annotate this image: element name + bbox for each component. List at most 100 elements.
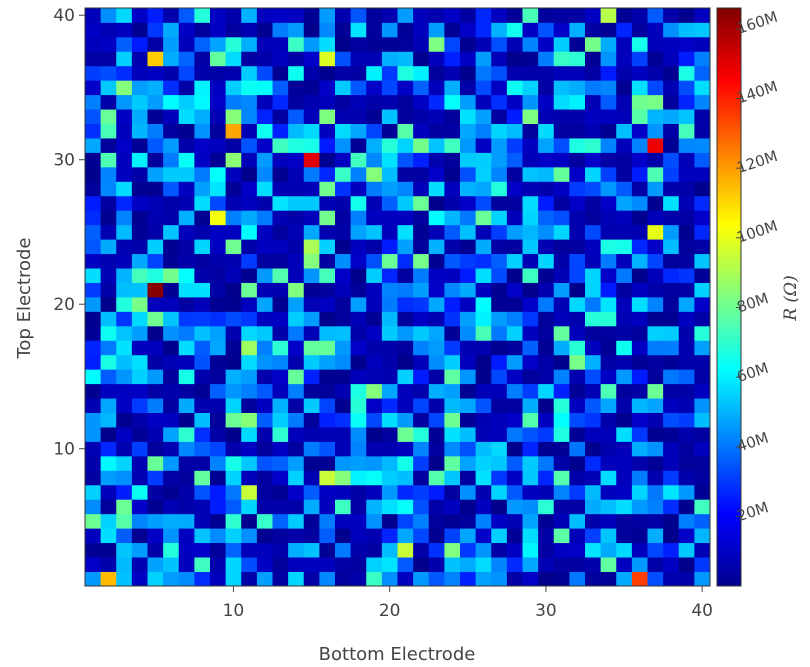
heatmap-cell xyxy=(491,268,508,283)
heatmap-cell xyxy=(366,181,383,197)
heatmap-cell xyxy=(506,224,523,240)
heatmap-cell xyxy=(616,239,633,255)
heatmap-cell xyxy=(600,542,617,558)
heatmap-cell xyxy=(366,51,383,67)
heatmap-cell xyxy=(553,571,570,587)
heatmap-cell xyxy=(616,297,633,312)
heatmap-cell xyxy=(475,210,492,226)
heatmap-cell xyxy=(444,282,461,298)
heatmap-cell xyxy=(210,513,227,529)
heatmap-cell xyxy=(194,8,211,23)
heatmap-cell xyxy=(444,123,461,139)
heatmap-cell xyxy=(585,528,602,544)
heatmap-cell xyxy=(397,36,414,52)
heatmap-cell xyxy=(225,499,242,515)
heatmap-cell xyxy=(163,224,180,240)
heatmap-cell xyxy=(522,138,539,153)
heatmap-cell xyxy=(288,8,305,23)
heatmap-cell xyxy=(288,542,305,558)
heatmap-cell xyxy=(538,297,555,312)
heatmap-cell xyxy=(335,94,352,110)
heatmap-cell xyxy=(225,311,242,327)
heatmap-cell xyxy=(647,369,664,385)
heatmap-cell xyxy=(210,181,227,197)
heatmap-cell xyxy=(116,571,133,587)
heatmap-cell xyxy=(147,383,164,399)
heatmap-cell xyxy=(381,557,398,572)
heatmap-cell xyxy=(178,455,195,471)
heatmap-cell xyxy=(366,166,383,182)
heatmap-cell xyxy=(147,80,164,96)
heatmap-cell xyxy=(100,441,117,457)
heatmap-cell xyxy=(210,398,227,413)
heatmap-cell xyxy=(163,340,180,356)
heatmap-cell xyxy=(678,51,695,67)
heatmap-cell xyxy=(163,369,180,385)
heatmap-cell xyxy=(210,152,227,168)
heatmap-cell xyxy=(288,138,305,153)
heatmap-cell xyxy=(131,297,148,312)
heatmap-cell xyxy=(256,210,273,226)
heatmap-cell xyxy=(350,253,367,269)
heatmap-cell xyxy=(553,109,570,124)
heatmap-cell xyxy=(131,268,148,283)
heatmap-cell xyxy=(225,369,242,385)
heatmap-cell xyxy=(131,340,148,356)
heatmap-cell xyxy=(210,282,227,298)
heatmap-cell xyxy=(678,340,695,356)
heatmap-cell xyxy=(522,441,539,457)
heatmap-cell xyxy=(522,499,539,515)
heatmap-cell xyxy=(85,354,102,370)
heatmap-cell xyxy=(678,123,695,139)
heatmap-cell xyxy=(225,441,242,457)
heatmap-cell xyxy=(100,354,117,370)
heatmap-cell xyxy=(100,8,117,23)
heatmap-cell xyxy=(413,22,430,38)
heatmap-cell xyxy=(288,51,305,67)
heatmap-cell xyxy=(616,224,633,240)
heatmap-cell xyxy=(241,195,258,211)
heatmap-cell xyxy=(475,80,492,96)
heatmap-cell xyxy=(116,253,133,269)
heatmap-cell xyxy=(210,557,227,572)
heatmap-cell xyxy=(491,166,508,182)
heatmap-cell xyxy=(131,427,148,442)
heatmap-cell xyxy=(256,470,273,486)
heatmap-cell xyxy=(444,441,461,457)
heatmap-cell xyxy=(444,152,461,168)
heatmap-cell xyxy=(522,65,539,81)
heatmap-cell xyxy=(663,123,680,139)
heatmap-cell xyxy=(475,123,492,139)
heatmap-cell xyxy=(678,542,695,558)
heatmap-cell xyxy=(694,195,711,211)
heatmap-cell xyxy=(303,297,320,312)
heatmap-cell xyxy=(131,109,148,124)
heatmap-cell xyxy=(335,8,352,23)
heatmap-cell xyxy=(475,224,492,240)
heatmap-cell xyxy=(319,557,336,572)
heatmap-cell xyxy=(694,441,711,457)
heatmap-cell xyxy=(163,297,180,312)
heatmap-cell xyxy=(678,528,695,544)
heatmap-cell xyxy=(210,427,227,442)
heatmap-cell xyxy=(616,8,633,23)
heatmap-cell xyxy=(475,484,492,500)
heatmap-cell xyxy=(506,427,523,442)
heatmap-cell xyxy=(600,441,617,457)
heatmap-cell xyxy=(319,94,336,110)
heatmap-cell xyxy=(147,325,164,341)
heatmap-cell xyxy=(210,528,227,544)
heatmap-cell xyxy=(303,412,320,428)
heatmap-cell xyxy=(506,398,523,413)
heatmap-cell xyxy=(600,22,617,38)
heatmap-cell xyxy=(460,412,477,428)
heatmap-cell xyxy=(381,542,398,558)
heatmap-cell xyxy=(194,65,211,81)
heatmap-cell xyxy=(694,354,711,370)
heatmap-cell xyxy=(397,51,414,67)
heatmap-cell xyxy=(663,268,680,283)
heatmap-cell xyxy=(366,36,383,52)
heatmap-cell xyxy=(225,51,242,67)
heatmap-cell xyxy=(678,455,695,471)
